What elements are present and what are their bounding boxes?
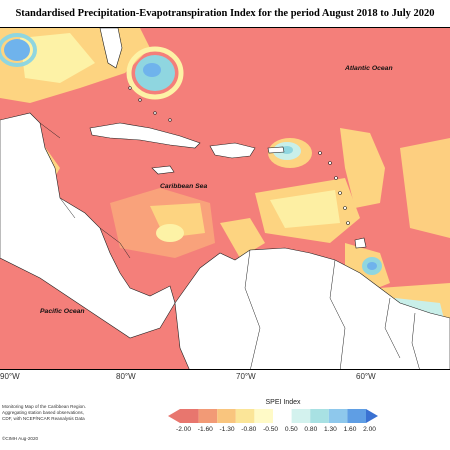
legend-tick: 1.60: [343, 426, 357, 433]
longitude-label-70w: 70°W: [236, 372, 256, 381]
legend-tick: 1.30: [323, 426, 337, 433]
country-borders: [39, 122, 420, 369]
legend-tick: 0.50: [284, 426, 298, 433]
map-notes: Monitoring Map of the Caribbean Region. …: [2, 404, 142, 421]
colorbar-segment: [198, 409, 218, 423]
colorbar-segment: [291, 409, 311, 423]
colorbar-segment: [254, 409, 273, 423]
map-title: Standardised Precipitation-Evapotranspir…: [15, 8, 435, 19]
colorbar-segment: [235, 409, 255, 423]
land-masses: [0, 28, 450, 369]
map-canvas: Atlantic Ocean Caribbean Sea Pacific Oce…: [0, 28, 450, 369]
colorbar-arrow-dry: [168, 409, 180, 423]
legend-tick-labels: -2.00 -1.60 -1.30 -0.80 -0.50 0.50 0.80 …: [176, 426, 376, 433]
map-credit: ©CIMH Aug-2020: [2, 436, 39, 441]
colorbar-segment: [180, 409, 199, 423]
pacific-ocean-label: Pacific Ocean: [40, 308, 85, 315]
note-line: Aggregating station based observations,: [2, 409, 84, 415]
colorbar-segment: [273, 409, 292, 423]
note-line: Monitoring Map of the Caribbean Region.: [2, 404, 87, 409]
longitude-label-80w: 80°W: [116, 372, 136, 381]
note-line: CDF, with NCEP/NCAR Reanalysis Data: [2, 415, 85, 421]
spei-colorbar: [168, 409, 378, 423]
atlantic-ocean-label: Atlantic Ocean: [344, 65, 393, 72]
longitude-label-90w: 90°W: [0, 372, 20, 381]
colorbar-segment: [217, 409, 236, 423]
colorbar-segment: [347, 409, 366, 423]
spei-map: Atlantic Ocean Caribbean Sea Pacific Oce…: [0, 27, 450, 370]
legend-tick: -0.80: [241, 426, 257, 433]
caribbean-sea-label: Caribbean Sea: [160, 183, 207, 190]
legend-title: SPEI Index: [265, 399, 301, 406]
longitude-label-60w: 60°W: [356, 372, 376, 381]
legend-tick: 0.80: [304, 426, 318, 433]
legend-tick: -2.00: [176, 426, 192, 433]
legend-tick: -1.30: [219, 426, 235, 433]
colorbar-segment: [310, 409, 329, 423]
colorbar-segment: [328, 409, 348, 423]
legend-tick: 2.00: [363, 426, 376, 433]
colorbar-arrow-wet: [366, 409, 378, 423]
legend-tick: -0.50: [263, 426, 279, 433]
legend-tick: -1.60: [197, 426, 213, 433]
